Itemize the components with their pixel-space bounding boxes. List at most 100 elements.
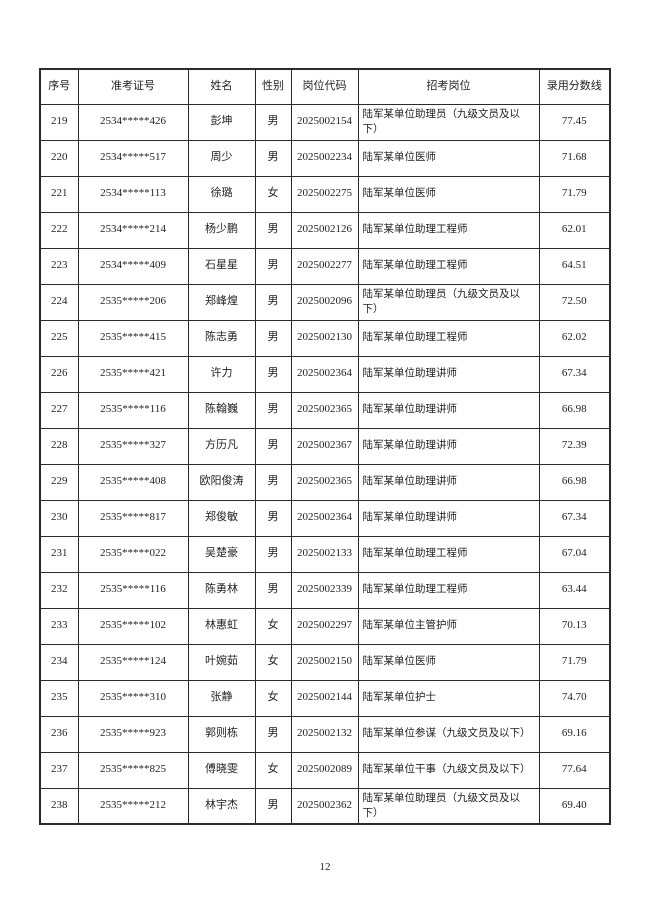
cell-gender: 男 (254, 211, 292, 249)
cell-serial-number: 229 (39, 463, 79, 501)
cell-score-line: 71.79 (538, 175, 611, 213)
cell-position-title: 陆军某单位主管护师 (357, 607, 540, 645)
cell-serial-number: 228 (39, 427, 79, 465)
cell-position-title: 陆军某单位助理工程师 (357, 247, 540, 285)
cell-position-code: 2025002367 (290, 427, 359, 465)
cell-serial-number: 219 (39, 103, 79, 141)
cell-gender: 男 (254, 319, 292, 357)
cell-position-code: 2025002096 (290, 283, 359, 321)
cell-position-title: 陆军某单位助理讲师 (357, 427, 540, 465)
cell-score-line: 69.40 (538, 787, 611, 825)
cell-ticket-number: 2535*****124 (77, 643, 189, 681)
cell-position-title: 陆军某单位干事（九级文员及以下） (357, 751, 540, 789)
score-table: 序号 准考证号 姓名 性别 岗位代码 招考岗位 录用分数线 219 2534**… (39, 68, 611, 825)
cell-position-title: 陆军某单位助理讲师 (357, 355, 540, 393)
cell-position-code: 2025002362 (290, 787, 359, 825)
table-row: 237 2535*****825 傅晓雯 女 2025002089 陆军某单位干… (39, 751, 611, 789)
column-header-code: 岗位代码 (290, 68, 359, 105)
cell-name: 叶婉茹 (187, 643, 256, 681)
cell-ticket-number: 2534*****409 (77, 247, 189, 285)
cell-score-line: 71.68 (538, 139, 611, 177)
cell-name: 周少 (187, 139, 256, 177)
table-row: 221 2534*****113 徐璐 女 2025002275 陆军某单位医师… (39, 175, 611, 213)
cell-ticket-number: 2535*****116 (77, 391, 189, 429)
cell-gender: 女 (254, 175, 292, 213)
cell-ticket-number: 2534*****113 (77, 175, 189, 213)
cell-serial-number: 222 (39, 211, 79, 249)
cell-gender: 男 (254, 355, 292, 393)
table-row: 228 2535*****327 方历凡 男 2025002367 陆军某单位助… (39, 427, 611, 465)
cell-ticket-number: 2535*****408 (77, 463, 189, 501)
cell-serial-number: 230 (39, 499, 79, 537)
cell-ticket-number: 2535*****022 (77, 535, 189, 573)
cell-position-title: 陆军某单位助理工程师 (357, 211, 540, 249)
cell-name: 方历凡 (187, 427, 256, 465)
cell-gender: 男 (254, 715, 292, 753)
cell-score-line: 72.39 (538, 427, 611, 465)
cell-position-code: 2025002132 (290, 715, 359, 753)
cell-name: 郑峰煌 (187, 283, 256, 321)
cell-serial-number: 220 (39, 139, 79, 177)
cell-serial-number: 237 (39, 751, 79, 789)
cell-score-line: 64.51 (538, 247, 611, 285)
table-row: 225 2535*****415 陈志勇 男 2025002130 陆军某单位助… (39, 319, 611, 357)
cell-serial-number: 225 (39, 319, 79, 357)
cell-position-title: 陆军某单位助理员（九级文员及以下） (357, 103, 540, 141)
table-row: 222 2534*****214 杨少鹏 男 2025002126 陆军某单位助… (39, 211, 611, 249)
cell-score-line: 67.34 (538, 355, 611, 393)
cell-ticket-number: 2535*****923 (77, 715, 189, 753)
cell-ticket-number: 2535*****421 (77, 355, 189, 393)
cell-ticket-number: 2535*****825 (77, 751, 189, 789)
cell-name: 傅晓雯 (187, 751, 256, 789)
cell-score-line: 74.70 (538, 679, 611, 717)
table-header-row: 序号 准考证号 姓名 性别 岗位代码 招考岗位 录用分数线 (39, 68, 611, 105)
cell-name: 许力 (187, 355, 256, 393)
cell-name: 林宇杰 (187, 787, 256, 825)
cell-gender: 男 (254, 139, 292, 177)
cell-score-line: 62.02 (538, 319, 611, 357)
cell-ticket-number: 2535*****206 (77, 283, 189, 321)
cell-position-title: 陆军某单位医师 (357, 139, 540, 177)
cell-name: 陈勇林 (187, 571, 256, 609)
cell-gender: 男 (254, 535, 292, 573)
cell-serial-number: 226 (39, 355, 79, 393)
cell-position-code: 2025002154 (290, 103, 359, 141)
cell-serial-number: 233 (39, 607, 79, 645)
cell-gender: 男 (254, 571, 292, 609)
cell-serial-number: 236 (39, 715, 79, 753)
cell-name: 陈志勇 (187, 319, 256, 357)
cell-name: 郭则栋 (187, 715, 256, 753)
cell-ticket-number: 2535*****102 (77, 607, 189, 645)
cell-score-line: 67.34 (538, 499, 611, 537)
table-row: 227 2535*****116 陈翰巍 男 2025002365 陆军某单位助… (39, 391, 611, 429)
cell-position-title: 陆军某单位助理讲师 (357, 463, 540, 501)
cell-serial-number: 227 (39, 391, 79, 429)
cell-name: 徐璐 (187, 175, 256, 213)
table-row: 232 2535*****116 陈勇林 男 2025002339 陆军某单位助… (39, 571, 611, 609)
table-row: 219 2534*****426 彭坤 男 2025002154 陆军某单位助理… (39, 103, 611, 141)
cell-position-code: 2025002275 (290, 175, 359, 213)
cell-ticket-number: 2535*****327 (77, 427, 189, 465)
cell-score-line: 70.13 (538, 607, 611, 645)
cell-position-code: 2025002126 (290, 211, 359, 249)
cell-score-line: 66.98 (538, 463, 611, 501)
cell-ticket-number: 2535*****415 (77, 319, 189, 357)
table-row: 233 2535*****102 林惠虹 女 2025002297 陆军某单位主… (39, 607, 611, 645)
cell-score-line: 69.16 (538, 715, 611, 753)
cell-position-title: 陆军某单位助理工程师 (357, 571, 540, 609)
cell-score-line: 63.44 (538, 571, 611, 609)
table-row: 236 2535*****923 郭则栋 男 2025002132 陆军某单位参… (39, 715, 611, 753)
cell-position-code: 2025002277 (290, 247, 359, 285)
table-row: 230 2535*****817 郑俊敏 男 2025002364 陆军某单位助… (39, 499, 611, 537)
cell-name: 陈翰巍 (187, 391, 256, 429)
cell-serial-number: 224 (39, 283, 79, 321)
cell-score-line: 66.98 (538, 391, 611, 429)
cell-position-code: 2025002365 (290, 463, 359, 501)
cell-position-code: 2025002130 (290, 319, 359, 357)
table-row: 238 2535*****212 林宇杰 男 2025002362 陆军某单位助… (39, 787, 611, 825)
column-header-ticket: 准考证号 (77, 68, 189, 105)
cell-position-code: 2025002297 (290, 607, 359, 645)
table-row: 234 2535*****124 叶婉茹 女 2025002150 陆军某单位医… (39, 643, 611, 681)
cell-gender: 女 (254, 751, 292, 789)
cell-position-title: 陆军某单位护士 (357, 679, 540, 717)
